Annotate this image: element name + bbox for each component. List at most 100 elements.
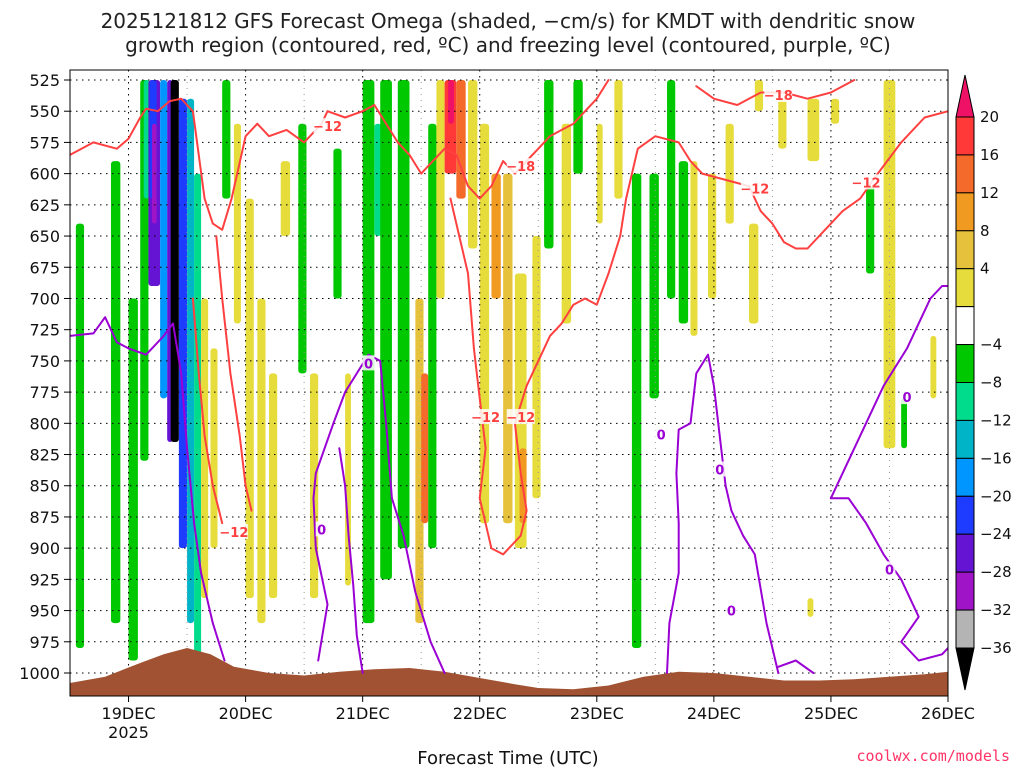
omega-band-47	[596, 123, 603, 224]
omega-band-21	[280, 161, 291, 237]
y-axis: 525 550 575 600 625 650 675 700 725 750 775 800 825 8…	[19, 71, 70, 683]
y-tick-label-1000: 1000	[19, 664, 60, 683]
colorbar-label-5: −4	[980, 336, 1002, 354]
colorbar-bin-2	[955, 154, 975, 194]
contour-label-13: 0	[885, 563, 894, 578]
omega-band-50	[649, 173, 659, 399]
contour-label-0: −12	[313, 120, 342, 135]
contour-label-8: 0	[364, 357, 373, 372]
contour-label-bg-3	[471, 409, 500, 425]
contour-label-bg-10	[655, 426, 668, 442]
omega-band-49	[631, 173, 642, 649]
contour-label-bg-7	[764, 86, 793, 102]
freezing-contour-6	[829, 285, 948, 500]
colorbar-bin-11	[955, 495, 975, 535]
omega-band-45	[561, 123, 572, 324]
y-tick-label-725: 725	[29, 321, 60, 340]
y-tick-label-625: 625	[29, 196, 60, 215]
contour-label-2: −12	[219, 526, 248, 541]
contour-label-bg-8	[362, 355, 375, 371]
omega-band-25	[345, 373, 351, 586]
freezing-contour-3	[666, 353, 780, 674]
contour-label-bg-5	[740, 180, 769, 196]
omega-band-20	[269, 373, 278, 599]
omega-band-10	[170, 80, 179, 443]
omega-band-0	[75, 223, 85, 649]
contour-label-bg-12	[725, 602, 738, 618]
colorbar-bin-10	[955, 457, 975, 497]
colorbar-label-11: −28	[980, 563, 1012, 581]
omega-band-56	[748, 223, 759, 324]
y-tick-label-650: 650	[29, 227, 60, 246]
omega-band-19	[257, 298, 266, 624]
contour-label-1: −18	[506, 160, 535, 175]
x-tick-label-25DEC: 25DEC	[804, 704, 858, 723]
contour-labels: −12 −18 −12 −12 −12 −12 −12 −18 0 0 0 0 0 0 0	[219, 86, 914, 620]
omega-band-55	[725, 123, 734, 224]
omega-band-33	[436, 80, 445, 299]
y-tick-label-600: 600	[29, 165, 60, 184]
omega-band-8	[160, 80, 168, 399]
x-tick-sublabel-year: 2025	[108, 723, 149, 742]
omega-band-13	[194, 173, 202, 661]
omega-band-51	[667, 80, 676, 299]
contour-label-bg-13	[883, 561, 896, 577]
colorbar-bin-9	[955, 419, 975, 459]
colorbar-bin-7	[955, 344, 975, 384]
omega-band-58	[778, 98, 787, 149]
contour-label-14: 0	[903, 391, 912, 406]
x-tick-label-24DEC: 24DEC	[687, 704, 741, 723]
omega-band-53	[690, 161, 698, 336]
freezing-contour-0	[70, 316, 226, 662]
freezing-contour-5	[829, 497, 948, 662]
x-tick-label-26DEC: 26DEC	[921, 704, 975, 723]
colorbar-bin-12	[955, 533, 975, 573]
omega-band-16	[222, 80, 231, 199]
colorbar-label-3: 8	[980, 222, 990, 240]
omega-band-28	[380, 80, 392, 580]
contour-label-10: 0	[657, 429, 666, 444]
colorbar-label-1: 16	[980, 146, 999, 164]
colorbar-bin-3	[955, 192, 975, 232]
omega-band-52	[678, 161, 689, 324]
contour-label-bg-11	[713, 461, 726, 477]
colorbar-label-13: −36	[980, 639, 1012, 657]
y-tick-label-850: 850	[29, 477, 60, 496]
colorbar-bin-6	[955, 306, 975, 346]
omega-band-44	[544, 80, 554, 249]
colorbar-bin-4	[955, 230, 975, 270]
omega-band-60	[830, 98, 840, 124]
omega-band-37	[468, 80, 478, 249]
contour-label-bg-14	[901, 389, 914, 405]
y-tick-label-525: 525	[29, 71, 60, 90]
contour-label-3: −12	[471, 411, 500, 426]
omega-band-15	[210, 348, 218, 549]
colorbar: 20 16 12 8 4 −4 −8 −12 −16 −20 −24 −28 −32 −36	[955, 74, 1012, 691]
omega-band-27	[374, 123, 382, 237]
contour-label-7: −18	[764, 89, 793, 104]
x-tick-label-20DEC: 20DEC	[219, 704, 273, 723]
contour-label-bg-2	[219, 523, 248, 539]
freezing-contour-2	[338, 447, 364, 674]
contour-label-12: 0	[727, 605, 736, 620]
omega-band-14	[201, 298, 209, 599]
colorbar-bin-8	[955, 382, 975, 421]
omega-band-17	[233, 123, 241, 324]
omega-band-46	[573, 80, 583, 174]
credit-text: coolwx.com/models	[856, 747, 1010, 765]
y-tick-label-575: 575	[29, 133, 60, 152]
omega-band-22	[298, 123, 307, 374]
contour-label-11: 0	[715, 464, 724, 479]
y-tick-label-950: 950	[29, 602, 60, 621]
omega-band-2	[128, 298, 138, 661]
contour-label-bg-6	[852, 174, 881, 190]
omega-band-32	[428, 123, 437, 549]
dgz-contour-3	[449, 110, 948, 556]
contour-label-5: −12	[740, 183, 769, 198]
y-tick-label-750: 750	[29, 352, 60, 371]
x-tick-label-22DEC: 22DEC	[453, 704, 507, 723]
omega-band-64	[930, 335, 937, 399]
contour-label-bg-0	[313, 118, 342, 134]
x-tick-label-19DEC: 19DEC	[102, 704, 156, 723]
